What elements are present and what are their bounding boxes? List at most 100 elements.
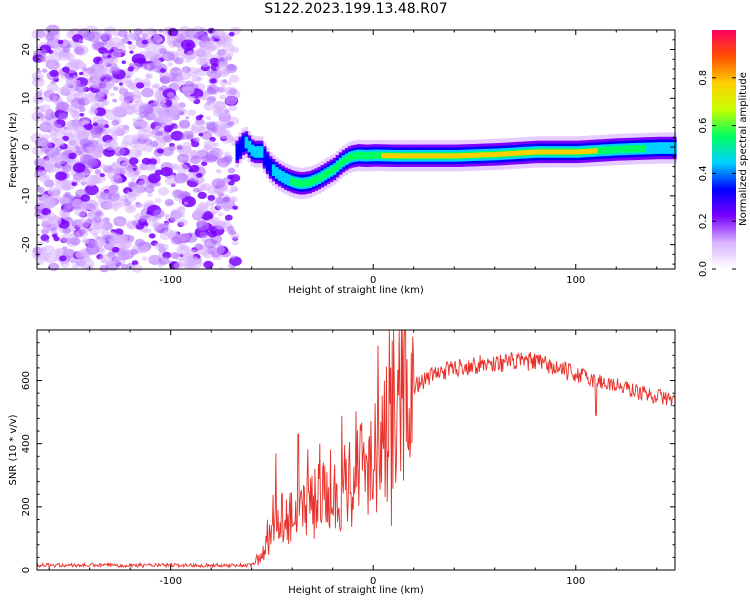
noise-speck xyxy=(74,173,87,183)
y-tick-label: 400 xyxy=(21,434,32,453)
y-tick-label: 200 xyxy=(21,497,32,516)
noise-speck xyxy=(219,94,226,100)
noise-speck xyxy=(196,57,206,65)
noise-speck xyxy=(155,130,162,137)
noise-speck xyxy=(79,112,85,117)
ridge-cell xyxy=(615,145,619,154)
ridge-cell xyxy=(487,152,492,158)
ridge-cell xyxy=(284,172,288,185)
noise-speck xyxy=(88,146,96,152)
ridge-cell xyxy=(420,153,425,159)
ridge-cell xyxy=(457,153,461,159)
noise-speck xyxy=(97,81,111,92)
noise-speck xyxy=(131,260,139,266)
ridge-cell xyxy=(402,153,407,159)
noise-speck xyxy=(39,247,48,253)
noise-speck xyxy=(164,125,173,132)
colorbar-axis: 0.0 0.2 0.4 0.6 0.8 xyxy=(698,70,736,277)
noise-speck xyxy=(177,47,183,51)
noise-speck xyxy=(157,187,169,196)
y-tick-label: 600 xyxy=(21,371,32,390)
noise-speck xyxy=(216,66,221,71)
noise-speck xyxy=(202,40,214,50)
noise-speck xyxy=(203,102,216,111)
ridge-cell xyxy=(624,145,628,153)
ridge-cell xyxy=(518,150,522,156)
noise-speck xyxy=(112,163,117,167)
noise-speck xyxy=(157,254,162,258)
ridge-cell xyxy=(542,149,546,155)
ridge-cell xyxy=(411,153,416,159)
noise-speck xyxy=(197,96,203,100)
y-tick-label: -20 xyxy=(21,236,32,252)
noise-speck xyxy=(183,201,188,205)
noise-speck xyxy=(60,86,69,93)
noise-speck xyxy=(217,212,224,217)
noise-speck xyxy=(154,103,168,114)
noise-speck xyxy=(174,42,179,46)
noise-speck xyxy=(229,256,242,267)
spectrogram-noise xyxy=(30,24,242,273)
noise-speck xyxy=(89,227,100,235)
ridge-cell xyxy=(384,153,388,159)
ridge-cell xyxy=(381,153,385,158)
noise-speck xyxy=(197,68,203,73)
ridge-cell xyxy=(575,149,580,155)
noise-speck xyxy=(204,144,213,151)
ridge-cell xyxy=(439,153,443,159)
spectrogram-x-axis: -100 0 100 xyxy=(48,30,658,286)
noise-speck xyxy=(90,129,102,139)
ridge-cell xyxy=(287,174,291,186)
ridge-cell xyxy=(463,153,467,158)
ridge-cell xyxy=(387,153,391,159)
noise-speck xyxy=(196,172,203,178)
noise-speck xyxy=(67,78,76,86)
noise-speck xyxy=(117,240,130,250)
noise-speck xyxy=(231,240,239,246)
x-tick-label: 100 xyxy=(566,576,585,587)
noise-speck xyxy=(82,67,88,72)
noise-speck xyxy=(207,230,217,238)
ridge-cell xyxy=(475,152,480,158)
noise-speck xyxy=(128,157,139,165)
ridge-cell xyxy=(350,152,355,161)
noise-speck xyxy=(74,83,87,93)
ridge-cell xyxy=(515,150,519,156)
noise-speck xyxy=(198,114,204,119)
noise-speck xyxy=(53,153,68,165)
noise-speck xyxy=(171,38,177,42)
noise-speck xyxy=(43,124,48,128)
spectrogram-y-label: Frequency (Hz) xyxy=(8,112,19,188)
noise-speck xyxy=(48,52,62,63)
noise-speck xyxy=(215,185,220,190)
noise-speck xyxy=(170,252,180,259)
noise-speck xyxy=(131,177,136,182)
ridge-cell xyxy=(299,179,303,188)
noise-speck xyxy=(79,258,95,269)
ridge-cell xyxy=(609,146,613,154)
noise-speck xyxy=(34,137,50,149)
noise-speck xyxy=(229,104,238,112)
ridge-cell xyxy=(436,153,440,159)
noise-speck xyxy=(212,244,225,255)
noise-speck xyxy=(147,173,161,184)
noise-speck xyxy=(189,164,200,173)
ridge-cell xyxy=(636,145,641,153)
noise-speck xyxy=(47,167,55,174)
ridge-cell xyxy=(338,159,343,168)
snr-y-axis: 0 200 400 600 xyxy=(21,342,675,573)
noise-speck xyxy=(43,91,58,103)
ridge-cell xyxy=(250,144,255,157)
noise-speck xyxy=(173,125,179,130)
noise-speck xyxy=(147,192,153,197)
noise-speck xyxy=(87,227,92,232)
noise-speck xyxy=(155,125,161,130)
ridge-cell xyxy=(326,169,331,177)
noise-speck xyxy=(178,119,191,129)
noise-speck xyxy=(206,96,216,104)
noise-speck xyxy=(182,130,195,140)
noise-speck xyxy=(111,119,120,126)
ridge-cell xyxy=(545,149,549,155)
noise-speck xyxy=(57,39,64,45)
ridge-cell xyxy=(630,145,634,153)
